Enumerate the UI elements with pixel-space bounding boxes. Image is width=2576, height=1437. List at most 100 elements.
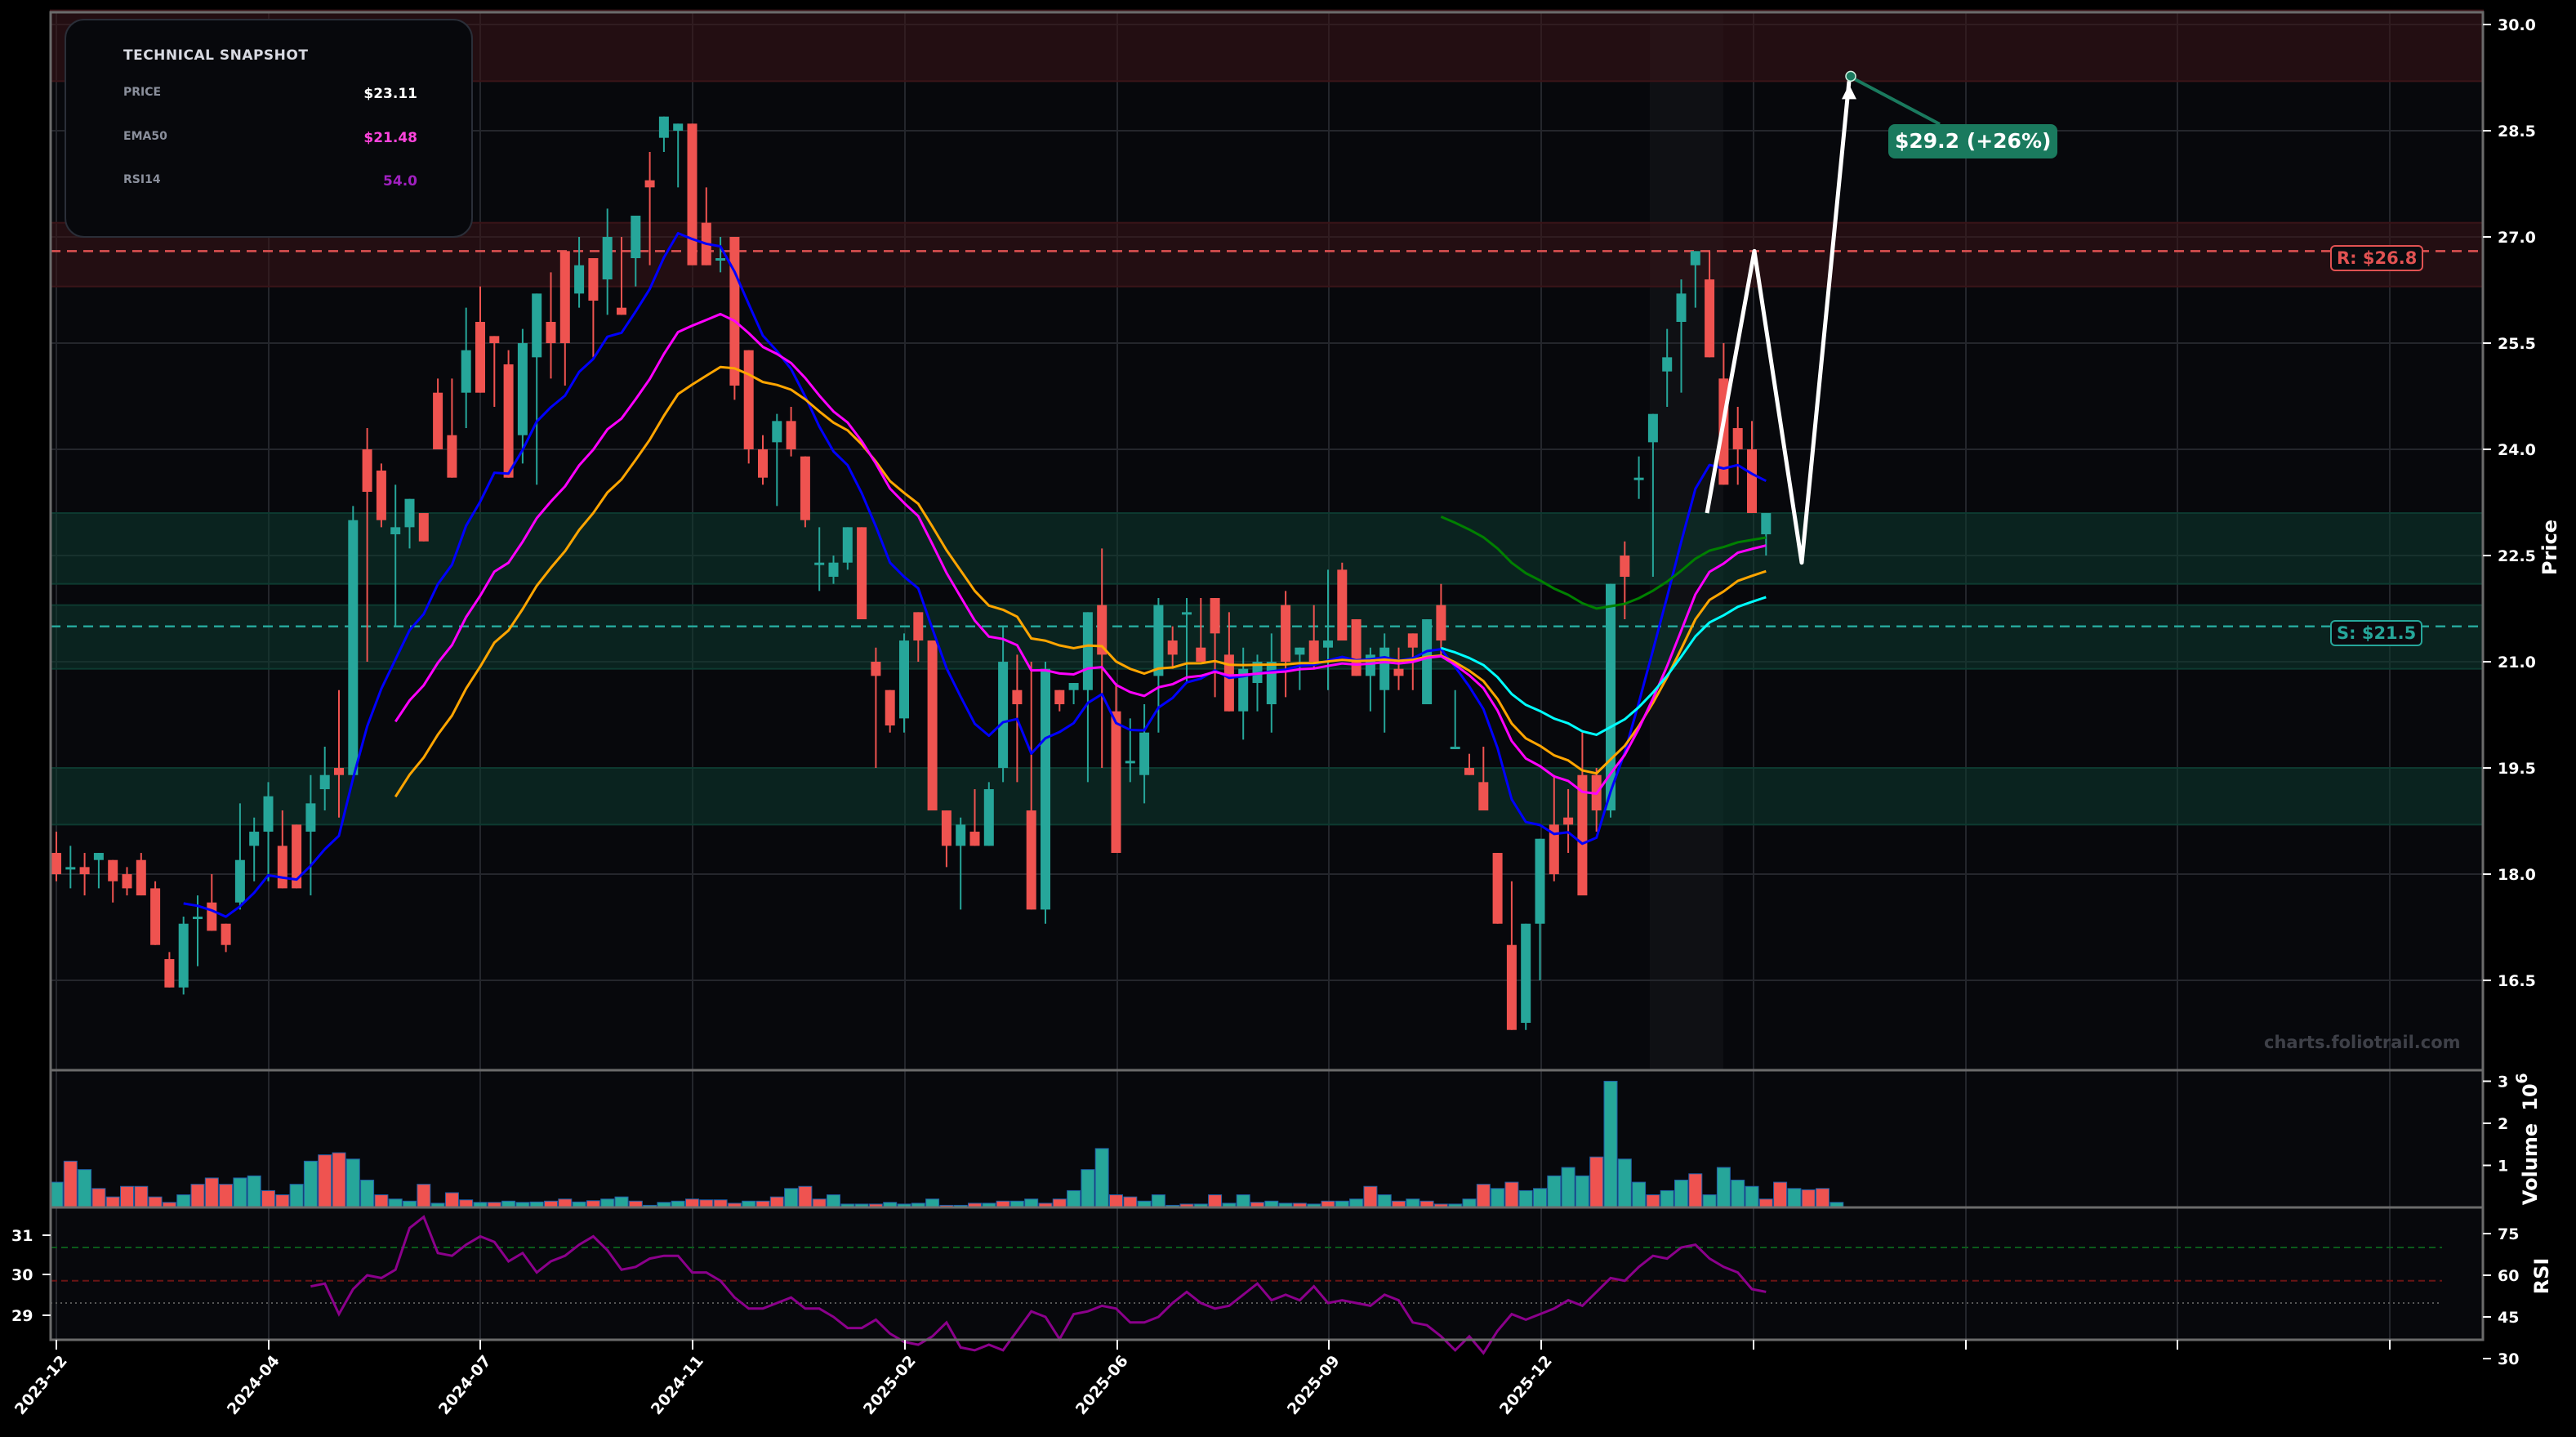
candle-down [644, 180, 655, 188]
snapshot-value: 54.0 [383, 173, 417, 190]
candle-down [334, 768, 344, 775]
volume-bar-down [417, 1184, 431, 1208]
candle-down [1167, 640, 1178, 655]
candle-up [1690, 251, 1700, 266]
volume-bar-down [1476, 1184, 1491, 1208]
candle-up [772, 421, 782, 443]
volume-bar-up [1617, 1158, 1632, 1208]
candle-down [122, 874, 132, 889]
rsi-left-tick-label: 31 [11, 1227, 33, 1245]
candle-down [1506, 944, 1517, 1030]
candle-up [828, 562, 839, 578]
volume-bar-up [78, 1169, 92, 1208]
volume-bar-up [1674, 1180, 1688, 1208]
candle-up [1295, 647, 1305, 655]
volume-bar-down [190, 1184, 205, 1208]
rsi-tick-label: 60 [2498, 1267, 2519, 1285]
candle-up [631, 216, 641, 259]
candle-down [1407, 633, 1418, 648]
candle-down [1281, 605, 1291, 663]
candle-down [292, 824, 302, 889]
candle-down [503, 364, 514, 478]
candle-up [532, 293, 542, 358]
volume-bar-down [1758, 1198, 1773, 1208]
candle-down [433, 392, 443, 450]
candle-down [207, 902, 217, 931]
candle-up [1606, 583, 1616, 811]
volume-bar-up [176, 1194, 191, 1208]
candle-down [758, 449, 768, 478]
ema-green-line [1440, 515, 1767, 610]
candle-up [1139, 732, 1150, 775]
candle-up [842, 527, 853, 563]
volume-bar-up [1716, 1167, 1731, 1208]
candle-down [1223, 654, 1234, 712]
volume-bar-up [1462, 1198, 1477, 1208]
x-tick-label: 2025-02 [860, 1352, 920, 1418]
volume-bar-up [1533, 1188, 1547, 1208]
projection-path [1705, 81, 1852, 565]
volume-bar-down [120, 1185, 134, 1208]
candle-down [885, 689, 895, 726]
target-leader-line [1852, 76, 1941, 126]
support-label: S: $21.5 [2330, 620, 2423, 646]
candle-up [193, 917, 203, 920]
candle-up [899, 640, 909, 719]
price-tick-label: 25.5 [2498, 335, 2536, 353]
x-tick-label: 2023-12 [11, 1352, 71, 1418]
snapshot-label: EMA50 [123, 130, 167, 143]
volume-bar-up [1518, 1189, 1533, 1208]
volume-bar-up [1561, 1167, 1575, 1208]
volume-bar-down [148, 1196, 163, 1208]
candle-down [136, 859, 146, 896]
volume-bar-down [1504, 1181, 1519, 1208]
x-tick-label: 2024-04 [224, 1352, 283, 1418]
rsi-tick-label: 75 [2498, 1225, 2519, 1243]
snapshot-row-price: PRICE $23.11 [123, 86, 417, 104]
candle-up [348, 520, 359, 775]
candle-down [1549, 824, 1559, 875]
x-tick-label: 2025-06 [1072, 1352, 1132, 1418]
technical-snapshot-panel: TECHNICAL SNAPSHOT PRICE $23.11 EMA50 $2… [65, 19, 473, 238]
candle-up [517, 343, 528, 435]
candle-down [1705, 279, 1715, 358]
volume-bar-down [798, 1185, 813, 1208]
candle-up [1761, 513, 1772, 535]
rsi-tick-label: 45 [2498, 1309, 2519, 1327]
candle-down [1436, 605, 1446, 641]
candle-up [263, 796, 274, 832]
volume-bar-down [1816, 1188, 1829, 1208]
candle-up [93, 853, 104, 860]
candle-down [546, 322, 556, 344]
candle-up [1521, 923, 1531, 1024]
x-tick-label: 2024-11 [648, 1352, 707, 1418]
candle-up [1647, 413, 1658, 443]
price-tick-label: 30.0 [2498, 16, 2536, 34]
candle-up [1125, 761, 1135, 764]
volume-bar-down [1589, 1156, 1604, 1208]
volume-bar-up [1236, 1194, 1250, 1208]
candle-up [1379, 647, 1390, 690]
candle-down [913, 612, 924, 641]
candle-up [956, 824, 966, 846]
candle-down [871, 662, 881, 676]
volume-bar-down [769, 1196, 784, 1208]
volume-bar-up [1094, 1148, 1109, 1208]
volume-bar-up [360, 1180, 375, 1208]
candle-up [814, 562, 825, 565]
volume-bar-down [63, 1160, 78, 1208]
volume-bar-up [1547, 1175, 1562, 1208]
candle-down [1351, 619, 1362, 676]
snapshot-value: $21.48 [363, 130, 417, 146]
volume-bar-up [1081, 1169, 1095, 1208]
volume-bar-down [1109, 1194, 1123, 1208]
candle-up [1182, 612, 1192, 615]
candle-down [1196, 647, 1206, 663]
price-tick-label: 27.0 [2498, 229, 2536, 247]
volume-exponent: 10 [2519, 1083, 2542, 1110]
volume-bar-down [105, 1196, 120, 1208]
volume-bar-up [1731, 1180, 1745, 1208]
x-tick-label: 2025-09 [1284, 1352, 1344, 1418]
candle-down [418, 513, 429, 542]
